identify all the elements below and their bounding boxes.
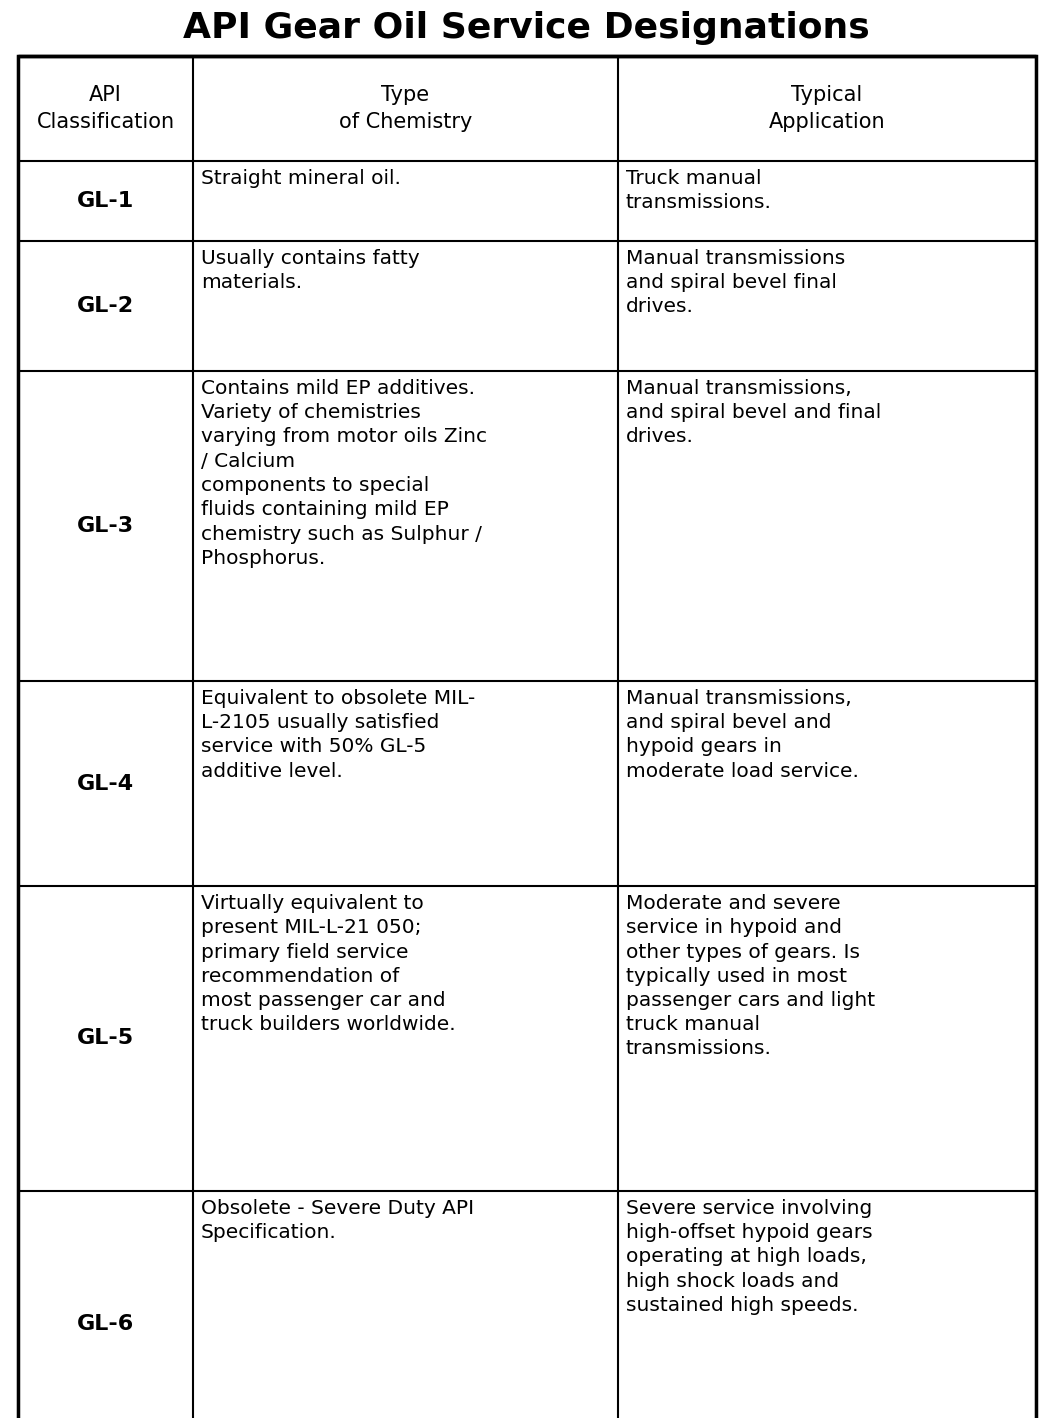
Text: GL-6: GL-6 bbox=[77, 1313, 134, 1333]
Text: Type
of Chemistry: Type of Chemistry bbox=[339, 85, 472, 132]
Text: Manual transmissions
and spiral bevel final
drives.: Manual transmissions and spiral bevel fi… bbox=[625, 250, 846, 316]
Text: Moderate and severe
service in hypoid and
other types of gears. Is
typically use: Moderate and severe service in hypoid an… bbox=[625, 893, 875, 1058]
Text: Manual transmissions,
and spiral bevel and final
drives.: Manual transmissions, and spiral bevel a… bbox=[625, 379, 881, 447]
Text: Manual transmissions,
and spiral bevel and
hypoid gears in
moderate load service: Manual transmissions, and spiral bevel a… bbox=[625, 689, 859, 781]
Text: Obsolete - Severe Duty API
Specification.: Obsolete - Severe Duty API Specification… bbox=[201, 1200, 474, 1242]
Text: Equivalent to obsolete MIL-
L-2105 usually satisfied
service with 50% GL-5
addit: Equivalent to obsolete MIL- L-2105 usual… bbox=[201, 689, 475, 781]
Text: Typical
Application: Typical Application bbox=[769, 85, 886, 132]
Text: API
Classification: API Classification bbox=[37, 85, 175, 132]
Text: GL-5: GL-5 bbox=[77, 1028, 134, 1048]
Text: Contains mild EP additives.
Variety of chemistries
varying from motor oils Zinc
: Contains mild EP additives. Variety of c… bbox=[201, 379, 486, 567]
Text: Severe service involving
high-offset hypoid gears
operating at high loads,
high : Severe service involving high-offset hyp… bbox=[625, 1200, 873, 1314]
Text: Straight mineral oil.: Straight mineral oil. bbox=[201, 169, 401, 189]
Text: GL-3: GL-3 bbox=[77, 516, 134, 536]
Text: Virtually equivalent to
present MIL-L-21 050;
primary field service
recommendati: Virtually equivalent to present MIL-L-21… bbox=[201, 893, 456, 1034]
Text: API Gear Oil Service Designations: API Gear Oil Service Designations bbox=[183, 11, 870, 45]
Text: Usually contains fatty
materials.: Usually contains fatty materials. bbox=[201, 250, 420, 292]
Text: GL-1: GL-1 bbox=[77, 191, 134, 211]
Text: GL-2: GL-2 bbox=[77, 296, 134, 316]
Text: Truck manual
transmissions.: Truck manual transmissions. bbox=[625, 169, 772, 213]
Text: GL-4: GL-4 bbox=[77, 773, 134, 794]
